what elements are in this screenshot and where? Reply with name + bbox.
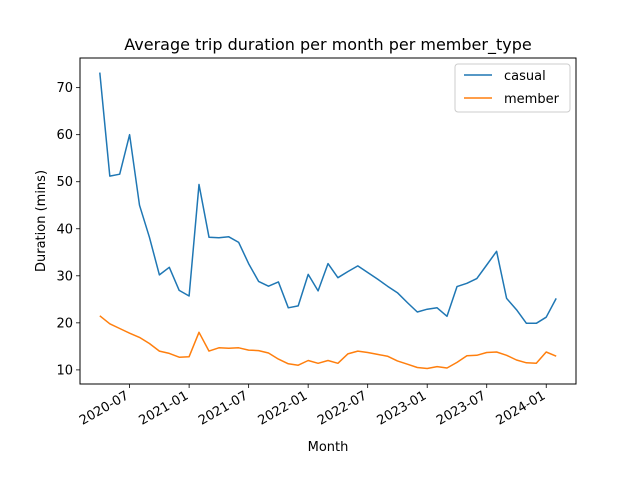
legend: casual member — [454, 63, 571, 113]
plot-area — [99, 72, 557, 370]
x-axis: 2020-07 2021-01 2021-07 2022-01 2022-07 2023-… — [77, 384, 548, 429]
legend-member-label: member — [504, 92, 560, 107]
x-tick-label: 2022-07 — [315, 388, 370, 428]
y-tick-label: 60 — [56, 128, 73, 143]
x-tick-label: 2023-07 — [434, 388, 489, 428]
x-tick-label: 2021-01 — [137, 388, 192, 428]
x-tick-label: 2023-01 — [375, 388, 430, 428]
y-axis-label: Duration (mins) — [34, 170, 49, 272]
x-axis-label: Month — [308, 440, 349, 455]
y-tick-label: 10 — [56, 363, 73, 378]
x-tick-label: 2022-01 — [256, 388, 311, 428]
x-tick-label: 2024-01 — [494, 388, 549, 428]
series-line-member — [99, 315, 557, 370]
chart-title: Average trip duration per month per memb… — [124, 35, 531, 55]
series-line-casual — [99, 72, 557, 325]
y-tick-label: 40 — [56, 222, 73, 237]
y-tick-label: 70 — [56, 81, 73, 96]
y-tick-label: 20 — [56, 316, 73, 331]
y-axis: 10 20 30 40 50 60 70 — [56, 81, 80, 378]
y-tick-label: 30 — [56, 269, 73, 284]
axes-frame — [79, 57, 577, 385]
x-tick-label: 2021-07 — [196, 388, 251, 428]
x-tick-label: 2020-07 — [77, 388, 132, 428]
legend-box — [454, 63, 571, 113]
y-tick-label: 50 — [56, 175, 73, 190]
legend-casual-label: casual — [504, 69, 546, 84]
